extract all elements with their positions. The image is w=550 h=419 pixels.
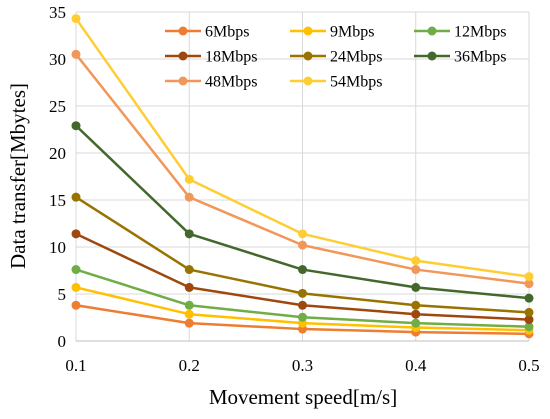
- legend-label: 6Mbps: [205, 24, 249, 41]
- data-point: [524, 307, 534, 317]
- series-18Mbps: [71, 229, 534, 325]
- x-axis-title: Movement speed[m/s]: [209, 385, 397, 409]
- data-point: [411, 318, 421, 328]
- legend-item: 12Mbps: [414, 24, 506, 41]
- legend: 6Mbps 9Mbps 12Mbps 18Mbps 24Mbps 36Mbps 48Mbps…: [165, 24, 506, 91]
- y-tick-label: 25: [49, 97, 66, 116]
- data-point: [71, 282, 81, 292]
- data-point: [298, 312, 307, 322]
- data-point: [298, 229, 307, 239]
- legend-swatch-marker: [303, 26, 313, 36]
- legend-swatch-marker: [427, 51, 437, 61]
- data-point: [71, 265, 81, 275]
- legend-label: 54Mbps: [330, 74, 382, 91]
- x-tick-label: 0.2: [179, 356, 200, 375]
- legend-item: 18Mbps: [165, 49, 257, 66]
- legend-swatch-marker: [178, 76, 188, 86]
- data-point: [298, 288, 307, 298]
- y-tick-label: 5: [58, 285, 67, 304]
- data-point: [71, 192, 81, 202]
- y-tick-label: 10: [49, 238, 66, 257]
- data-point: [524, 293, 534, 303]
- data-point: [184, 309, 194, 319]
- tick-labels: 0 5 10 15 20 25 30 35 0.1 0.2 0.3 0.4 0.5: [49, 3, 540, 375]
- data-point: [411, 282, 421, 292]
- data-point: [298, 240, 307, 250]
- legend-item: 48Mbps: [165, 74, 257, 91]
- x-tick-label: 0.1: [65, 356, 86, 375]
- y-tick-label: 15: [49, 191, 66, 210]
- legend-label: 36Mbps: [454, 49, 506, 66]
- grid-lines: [75, 11, 530, 341]
- legend-label: 18Mbps: [205, 49, 257, 66]
- data-point: [184, 229, 194, 239]
- series-54Mbps: [71, 14, 534, 282]
- data-point: [524, 279, 534, 289]
- data-point: [298, 300, 307, 310]
- data-point: [298, 265, 307, 275]
- data-point: [184, 265, 194, 275]
- legend-swatch-marker: [178, 26, 188, 36]
- series-layer: [71, 14, 534, 339]
- data-point: [184, 300, 194, 310]
- legend-item: 6Mbps: [165, 24, 249, 41]
- data-point: [411, 256, 421, 266]
- data-point: [71, 49, 81, 59]
- series-48Mbps: [71, 49, 534, 289]
- legend-swatch-marker: [303, 76, 313, 86]
- data-point: [524, 315, 534, 325]
- legend-item: 9Mbps: [290, 24, 374, 41]
- series-24Mbps: [71, 192, 534, 317]
- data-point: [71, 121, 81, 131]
- legend-item: 36Mbps: [414, 49, 506, 66]
- y-tick-label: 0: [58, 332, 67, 351]
- data-point: [71, 300, 81, 310]
- series-36Mbps: [71, 121, 534, 303]
- data-point: [71, 229, 81, 239]
- data-point: [184, 174, 194, 184]
- data-point: [524, 272, 534, 282]
- data-point: [184, 192, 194, 202]
- legend-swatch-marker: [427, 26, 437, 36]
- x-tick-label: 0.5: [518, 356, 539, 375]
- y-tick-label: 20: [49, 144, 66, 163]
- x-tick-label: 0.4: [405, 356, 427, 375]
- y-tick-label: 35: [49, 3, 66, 22]
- y-tick-label: 30: [49, 50, 66, 69]
- legend-item: 24Mbps: [290, 49, 382, 66]
- legend-label: 12Mbps: [454, 24, 506, 41]
- legend-label: 9Mbps: [330, 24, 374, 41]
- y-axis-title: Data transfer[Mbytes]: [6, 83, 30, 269]
- data-point: [524, 322, 534, 332]
- x-tick-label: 0.3: [292, 356, 313, 375]
- legend-swatch-marker: [303, 51, 313, 61]
- data-point: [411, 300, 421, 310]
- data-point: [411, 309, 421, 319]
- data-point: [184, 318, 194, 328]
- data-point: [411, 265, 421, 275]
- legend-item: 54Mbps: [290, 74, 382, 91]
- legend-label: 48Mbps: [205, 74, 257, 91]
- legend-swatch-marker: [178, 51, 188, 61]
- legend-label: 24Mbps: [330, 49, 382, 66]
- series-12Mbps: [71, 265, 534, 332]
- data-point: [71, 14, 81, 24]
- data-point: [184, 282, 194, 292]
